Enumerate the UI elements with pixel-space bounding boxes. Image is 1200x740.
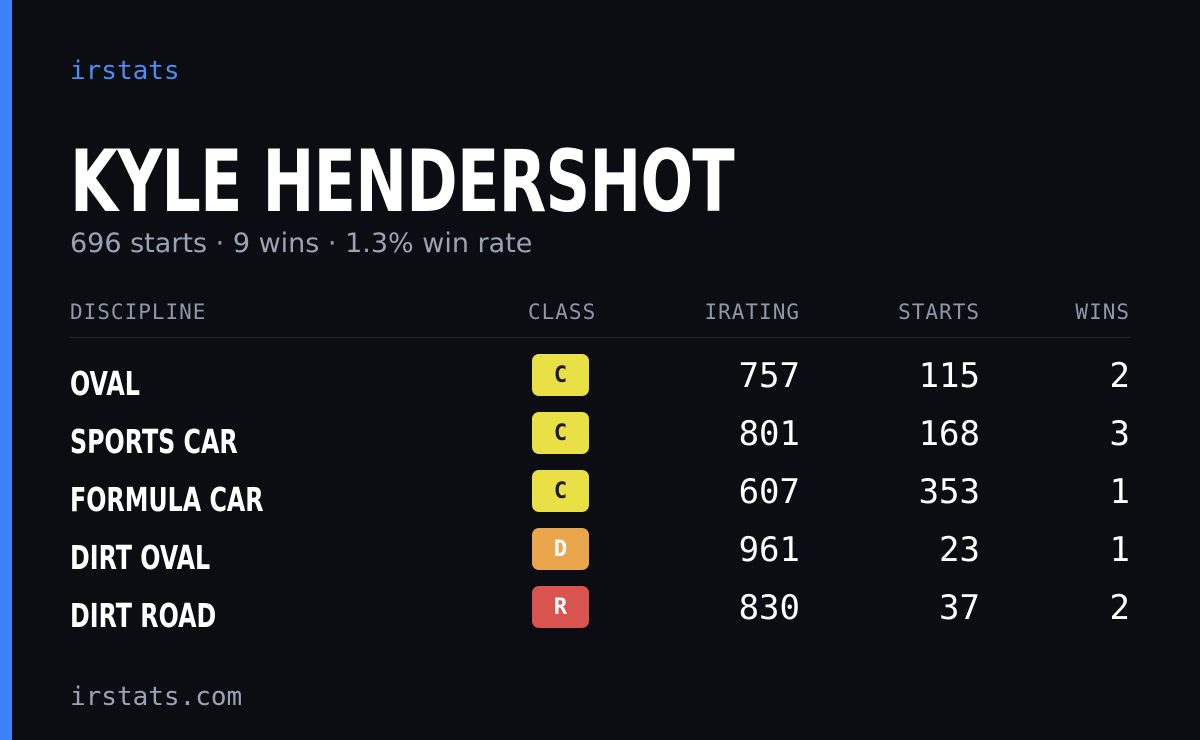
class-badge: C <box>532 470 589 512</box>
driver-name: KYLE HENDERSHOT <box>70 132 735 232</box>
class-badge: C <box>532 412 589 454</box>
accent-bar <box>0 0 12 740</box>
starts: 168 <box>918 414 980 454</box>
starts: 37 <box>939 588 980 628</box>
irating: 607 <box>738 472 800 512</box>
column-header: STARTS <box>898 300 980 324</box>
footer: irstats.com <box>70 682 243 712</box>
discipline: FORMULA CAR <box>70 480 264 519</box>
irating: 801 <box>738 414 800 454</box>
wins: 1 <box>1109 530 1130 570</box>
discipline: DIRT ROAD <box>70 596 217 635</box>
starts: 23 <box>939 530 980 570</box>
brand: irstats <box>70 56 180 86</box>
column-header: IRATING <box>704 300 800 324</box>
wins: 1 <box>1109 472 1130 512</box>
irating: 961 <box>738 530 800 570</box>
starts: 115 <box>918 356 980 396</box>
driver-summary: 696 starts · 9 wins · 1.3% win rate <box>70 228 533 259</box>
column-header: DISCIPLINE <box>70 300 207 324</box>
discipline: OVAL <box>70 364 140 403</box>
header-rule <box>70 337 1130 338</box>
irating: 830 <box>738 588 800 628</box>
irating: 757 <box>738 356 800 396</box>
class-badge: R <box>532 586 589 628</box>
class-badge: D <box>532 528 589 570</box>
wins: 2 <box>1109 356 1130 396</box>
class-badge: C <box>532 354 589 396</box>
wins: 3 <box>1109 414 1130 454</box>
column-header: CLASS <box>528 300 597 324</box>
column-header: WINS <box>1075 300 1130 324</box>
discipline: DIRT OVAL <box>70 538 211 577</box>
discipline: SPORTS CAR <box>70 422 238 461</box>
starts: 353 <box>918 472 980 512</box>
wins: 2 <box>1109 588 1130 628</box>
